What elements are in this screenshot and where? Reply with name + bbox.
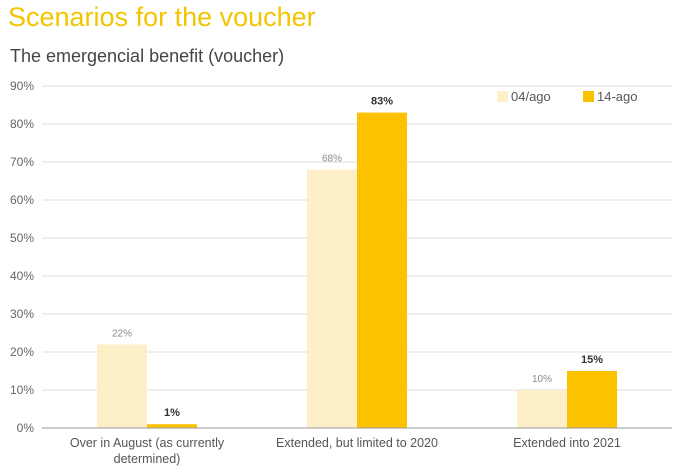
- bar: [517, 390, 567, 428]
- data-label: 10%: [532, 374, 552, 385]
- y-tick-label: 0%: [17, 421, 35, 435]
- chart-title: The emergencial benefit (voucher): [10, 46, 285, 66]
- x-category-label: Extended into 2021: [513, 436, 621, 450]
- bar: [307, 169, 357, 428]
- legend-swatch: [583, 91, 594, 102]
- x-category-label: determined): [114, 452, 181, 466]
- y-tick-label: 30%: [10, 307, 34, 321]
- y-tick-label: 40%: [10, 269, 34, 283]
- bar: [97, 344, 147, 428]
- y-tick-label: 80%: [10, 117, 34, 131]
- page-title: Scenarios for the voucher: [8, 2, 316, 32]
- y-tick-label: 70%: [10, 155, 34, 169]
- bar: [357, 112, 407, 428]
- data-label: 68%: [322, 154, 342, 165]
- x-category-label: Extended, but limited to 2020: [276, 436, 438, 450]
- bar: [567, 371, 617, 428]
- y-tick-label: 20%: [10, 345, 34, 359]
- legend-label: 14-ago: [597, 89, 637, 104]
- y-tick-label: 90%: [10, 79, 34, 93]
- data-label: 15%: [581, 354, 603, 366]
- y-tick-label: 50%: [10, 231, 34, 245]
- data-label: 83%: [371, 96, 393, 108]
- data-label: 22%: [112, 328, 132, 339]
- data-label: 1%: [164, 407, 180, 419]
- x-category-label: Over in August (as currently: [70, 436, 225, 450]
- y-tick-label: 60%: [10, 193, 34, 207]
- legend-swatch: [497, 91, 508, 102]
- legend-label: 04/ago: [511, 89, 551, 104]
- y-tick-label: 10%: [10, 383, 34, 397]
- bar: [147, 424, 197, 428]
